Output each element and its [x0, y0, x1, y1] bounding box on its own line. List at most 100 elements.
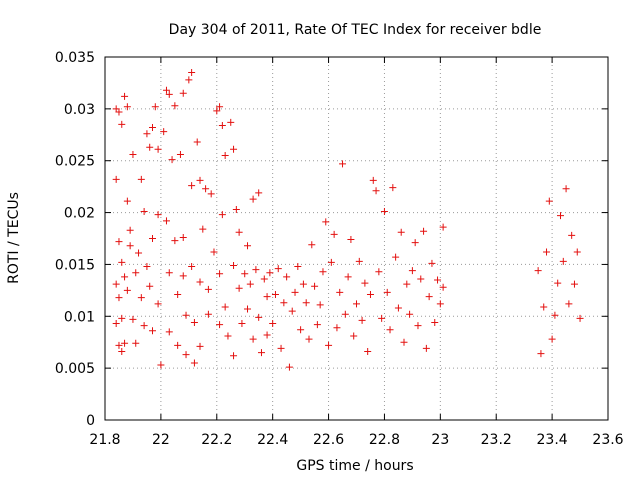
- data-point: [425, 293, 433, 301]
- data-point: [146, 282, 154, 290]
- grid-lines: [105, 57, 608, 420]
- data-point: [137, 175, 145, 183]
- data-point: [165, 328, 173, 336]
- data-point: [255, 313, 263, 321]
- data-point: [576, 314, 584, 322]
- data-point: [174, 291, 182, 299]
- data-point: [394, 304, 402, 312]
- data-point: [299, 280, 307, 288]
- data-point: [246, 280, 254, 288]
- x-tick-label: 22.8: [369, 432, 400, 448]
- data-point: [339, 160, 347, 168]
- data-point: [137, 294, 145, 302]
- data-point: [143, 263, 151, 271]
- data-point: [255, 189, 263, 197]
- data-point: [353, 300, 360, 308]
- data-point: [327, 258, 335, 266]
- data-point: [213, 107, 221, 115]
- data-point: [257, 349, 265, 357]
- data-point: [378, 314, 386, 322]
- data-point: [263, 293, 271, 301]
- data-point: [434, 276, 442, 284]
- data-point: [160, 128, 168, 136]
- data-point: [372, 187, 380, 195]
- data-point: [143, 130, 151, 138]
- data-point: [302, 299, 310, 307]
- data-point: [358, 316, 366, 324]
- data-point: [347, 236, 355, 244]
- data-point: [341, 310, 349, 318]
- y-tick-label: 0.025: [55, 154, 95, 170]
- x-tick-label: 23.4: [537, 432, 568, 448]
- data-point: [380, 208, 388, 216]
- data-point: [132, 269, 140, 277]
- data-point: [540, 303, 548, 311]
- data-point: [319, 268, 327, 276]
- data-point: [562, 185, 570, 193]
- data-point: [129, 315, 137, 323]
- data-point: [171, 102, 179, 110]
- data-point: [383, 288, 391, 296]
- data-point: [439, 223, 447, 231]
- data-point: [559, 257, 567, 265]
- data-point: [283, 273, 291, 281]
- data-point: [182, 351, 190, 359]
- data-point: [218, 121, 226, 129]
- data-point: [149, 235, 157, 242]
- data-point: [235, 228, 243, 236]
- data-point: [436, 300, 444, 308]
- data-point: [291, 288, 299, 296]
- data-point: [129, 150, 137, 158]
- data-point: [132, 339, 140, 347]
- data-point: [325, 341, 333, 349]
- x-axis-label: GPS time / hours: [296, 458, 413, 474]
- data-point: [336, 288, 344, 296]
- data-point: [149, 124, 157, 132]
- data-point: [350, 332, 358, 340]
- data-point: [190, 359, 198, 367]
- data-point: [260, 275, 268, 283]
- data-point: [355, 257, 363, 265]
- data-point: [230, 145, 238, 153]
- data-point: [188, 69, 196, 77]
- y-tick-label: 0.03: [64, 102, 95, 118]
- data-point: [118, 258, 126, 266]
- data-point: [568, 231, 576, 239]
- data-point: [188, 263, 196, 271]
- y-tick-label: 0.035: [55, 50, 95, 66]
- data-point: [235, 284, 243, 292]
- data-point: [121, 339, 129, 347]
- data-point: [126, 242, 134, 250]
- data-point: [556, 212, 564, 220]
- data-point: [311, 282, 319, 290]
- data-point: [400, 338, 408, 346]
- data-point: [408, 267, 416, 275]
- data-point: [182, 311, 190, 319]
- data-point: [397, 228, 405, 236]
- data-point: [118, 314, 126, 322]
- data-point: [305, 335, 313, 343]
- data-point: [344, 273, 352, 281]
- data-point: [204, 310, 212, 318]
- data-point: [297, 326, 305, 334]
- x-tick-label: 23.2: [481, 432, 512, 448]
- data-point: [174, 341, 182, 349]
- x-tick-label: 23.6: [592, 432, 623, 448]
- data-point: [227, 118, 235, 126]
- data-point: [224, 332, 232, 340]
- data-point: [375, 268, 383, 276]
- data-point: [333, 324, 341, 332]
- plot-frame: [104, 56, 609, 421]
- data-point: [115, 341, 123, 349]
- data-point: [548, 335, 556, 343]
- data-point: [565, 300, 573, 308]
- data-point: [115, 108, 123, 116]
- data-point: [190, 319, 198, 327]
- data-point: [414, 322, 422, 330]
- data-point: [171, 237, 179, 245]
- data-point: [241, 270, 249, 278]
- data-point: [277, 344, 285, 352]
- x-tick-label: 22.4: [257, 432, 288, 448]
- data-point: [316, 301, 324, 309]
- data-point: [112, 175, 120, 183]
